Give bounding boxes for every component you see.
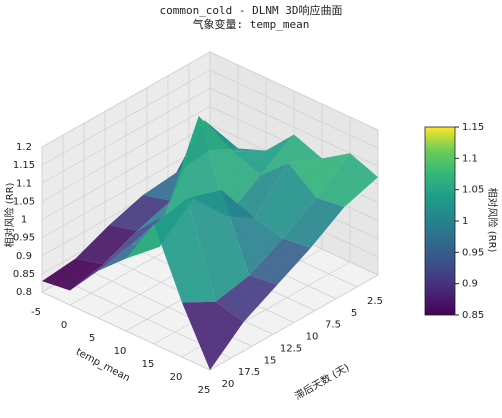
x-tick-label: 25	[198, 385, 211, 396]
z-tick-label: 1.2	[16, 142, 32, 153]
surface-cell	[70, 244, 132, 291]
grid-line	[41, 69, 211, 166]
grid-line	[41, 106, 211, 202]
grid-line	[41, 291, 211, 371]
x-tick-label: 5	[89, 333, 95, 344]
colorbar-tick-label: 1.1	[462, 153, 478, 164]
colorbar-label: 相对风险 (RR)	[486, 188, 499, 253]
x-tick-label: 15	[142, 359, 155, 370]
y-axis-label: 滞后天数 (天)	[292, 361, 351, 403]
surface-cell	[75, 225, 138, 265]
chart-subtitle: 气象变量: temp_mean	[193, 17, 310, 31]
surface-cell	[226, 162, 289, 219]
grid-line	[41, 124, 211, 220]
x-tick-label: -5	[31, 307, 41, 318]
y-tick-label: 15	[264, 355, 277, 366]
y-tick-label: 7.5	[325, 320, 341, 331]
surface-cell	[154, 198, 216, 303]
y-tick-label: 20	[222, 379, 235, 390]
grid-line	[41, 142, 211, 238]
surface-cell	[109, 195, 171, 231]
colorbar-tick-label: 1.05	[462, 185, 484, 196]
colorbar-tick-label: 1	[462, 216, 468, 227]
z-tick-label: 0.95	[13, 233, 35, 244]
grid-line	[41, 51, 211, 148]
surface-cell	[165, 116, 227, 216]
z-tick-label: 1	[21, 215, 27, 226]
z-tick-label: 0.85	[13, 269, 35, 280]
plot-3d: -505101520252.557.51012.51517.5200.80.85…	[13, 51, 383, 396]
surface-cell	[221, 190, 283, 276]
y-tick-label: 2.5	[367, 296, 383, 307]
z-tick-label: 0.8	[16, 287, 32, 298]
surface-cell	[142, 120, 205, 201]
z-axis-label: 相对风险 (RR)	[3, 182, 16, 247]
z-tick-label: 1.1	[16, 178, 32, 189]
surface-cell	[42, 258, 104, 291]
grid-line	[41, 87, 211, 184]
y-tick-label: 17.5	[238, 367, 260, 378]
y-tick-label: 10	[306, 332, 319, 343]
z-tick-label: 1.05	[13, 196, 35, 207]
colorbar-tick-label: 0.9	[462, 279, 478, 290]
surface-cell	[254, 162, 317, 239]
grid-line	[209, 69, 379, 149]
y-tick-label: 12.5	[280, 343, 302, 354]
surface-cell	[182, 301, 244, 370]
grid-line	[209, 51, 379, 131]
colorbar-tick-label: 0.85	[462, 310, 484, 321]
x-tick-label: 0	[61, 320, 67, 331]
surface-cell	[249, 238, 311, 285]
surface-cell	[232, 134, 294, 176]
z-tick-label: 1.15	[13, 160, 35, 171]
surface-cell	[260, 134, 322, 176]
surface-cell	[288, 153, 350, 198]
x-tick-label: 20	[170, 372, 183, 383]
colorbar	[424, 126, 456, 316]
surface-cell	[215, 275, 278, 322]
surface-cell	[187, 190, 250, 302]
y-tick-label: 5	[351, 308, 357, 319]
z-tick-label: 0.9	[16, 251, 32, 262]
chart-title: common_cold - DLNM 3D响应曲面	[159, 3, 342, 17]
surface-cell	[198, 116, 261, 216]
colorbar-tick-label: 1.15	[462, 122, 484, 133]
colorbar-tick-label: 0.95	[462, 247, 484, 258]
surface-cell	[316, 153, 378, 207]
surface-cell	[103, 214, 166, 265]
surface-cell	[282, 197, 345, 248]
x-tick-label: 10	[114, 346, 127, 357]
